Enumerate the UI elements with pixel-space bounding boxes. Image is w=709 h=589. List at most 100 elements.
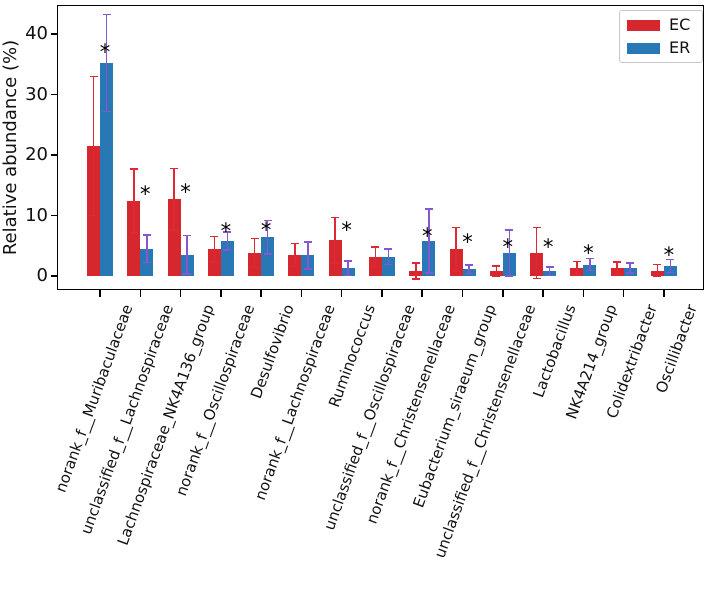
error-bar-cap-top (384, 247, 393, 250)
significance-asterisk: * (502, 235, 514, 260)
error-bar-cap-top (183, 234, 192, 237)
y-tick-label: 0 (36, 265, 48, 286)
y-tick-mark (50, 214, 58, 217)
error-bar-cap-top (424, 208, 433, 210)
error-bar-cap-bottom (492, 275, 501, 278)
error-bar-cap-bottom (572, 273, 581, 276)
plot-area (57, 5, 704, 290)
error-bar-er (105, 14, 108, 112)
error-bar-cap-bottom (129, 232, 138, 234)
x-tick-mark (99, 290, 101, 297)
error-bar-ec (535, 227, 538, 279)
significance-asterisk: * (663, 243, 675, 267)
error-bar-cap-bottom (452, 270, 461, 272)
bar-er (381, 256, 395, 276)
legend-swatch-ec (627, 19, 660, 31)
error-bar-ec (334, 217, 336, 264)
x-tick-mark (220, 290, 222, 297)
y-tick-label: 30 (25, 83, 48, 105)
legend-label-er: ER (669, 38, 691, 57)
error-bar-ec (294, 243, 296, 267)
significance-asterisk: * (341, 218, 352, 243)
error-bar-cap-top (290, 242, 299, 245)
x-tick-mark (260, 290, 262, 297)
error-bar-ec (374, 246, 377, 267)
significance-asterisk: * (220, 219, 232, 244)
error-bar-ec (213, 236, 216, 263)
error-bar-cap-bottom (89, 214, 98, 217)
significance-asterisk: * (99, 39, 111, 64)
error-bar-cap-bottom (532, 277, 541, 280)
x-tick-mark (179, 290, 182, 297)
error-bar-cap-top (613, 261, 622, 263)
error-bar-cap-top (170, 167, 179, 170)
error-bar-cap-top (452, 226, 461, 229)
error-bar-cap-top (129, 168, 138, 170)
error-bar-cap-top (89, 75, 98, 78)
error-bar-ec (92, 76, 95, 216)
error-bar-er (508, 230, 511, 276)
error-bar-cap-bottom (344, 274, 353, 277)
error-bar-cap-bottom (626, 272, 635, 274)
x-tick-mark (421, 290, 423, 297)
error-bar-cap-bottom (210, 261, 219, 263)
error-bar-cap-bottom (384, 263, 393, 266)
error-bar-cap-top (666, 258, 675, 261)
error-bar-cap-bottom (223, 249, 232, 251)
error-bar-ec (616, 262, 618, 275)
legend-item-ec: EC (627, 17, 694, 33)
error-bar-cap-top (572, 260, 581, 263)
error-bar-er (387, 248, 390, 265)
x-tick-mark (461, 290, 464, 297)
error-bar-cap-bottom (545, 274, 554, 277)
error-bar-ec (253, 238, 256, 268)
significance-asterisk: * (542, 235, 554, 260)
error-bar-cap-top (331, 216, 340, 219)
error-bar-cap-bottom (170, 229, 179, 231)
error-bar-er (347, 260, 349, 276)
y-tick-mark (50, 275, 58, 277)
x-tick-mark (663, 290, 665, 297)
error-bar-ec (576, 261, 578, 275)
error-bar-cap-top (465, 264, 474, 266)
bar-er (100, 63, 113, 276)
x-tick-mark (139, 290, 142, 297)
bar-ec (167, 199, 181, 276)
significance-asterisk: * (583, 241, 594, 266)
error-bar-cap-bottom (411, 278, 420, 280)
error-bar-cap-top (585, 257, 594, 260)
error-bar-cap-bottom (505, 275, 514, 277)
error-bar-er (226, 231, 229, 250)
error-bar-cap-top (492, 264, 501, 267)
y-tick-mark (50, 33, 58, 35)
error-bar-er (548, 266, 551, 276)
y-tick-label: 40 (25, 23, 48, 44)
error-bar-cap-bottom (183, 273, 192, 275)
error-bar-cap-top (263, 219, 272, 222)
significance-asterisk: * (260, 217, 272, 242)
error-bar-er (629, 263, 631, 273)
legend-label-ec: EC (669, 15, 691, 34)
x-tick-mark (542, 290, 544, 297)
error-bar-er (186, 235, 188, 275)
error-bar-cap-bottom (331, 262, 340, 265)
error-bar-cap-top (545, 266, 554, 268)
y-tick-mark (50, 154, 58, 156)
error-bar-cap-top (411, 262, 420, 265)
x-tick-mark (622, 290, 625, 297)
error-bar-cap-top (102, 13, 111, 16)
legend-item-er: ER (627, 40, 694, 56)
error-bar-cap-bottom (371, 265, 380, 268)
error-bar-cap-top (532, 226, 541, 229)
bar-ec (127, 200, 141, 276)
error-bar-ec (495, 265, 498, 277)
y-tick-mark (50, 93, 58, 96)
error-bar-cap-bottom (250, 266, 259, 269)
error-bar-cap-top (505, 229, 514, 231)
significance-asterisk: * (421, 223, 433, 248)
error-bar-er (589, 258, 591, 271)
error-bar-cap-bottom (666, 271, 675, 274)
x-tick-label: Oscillibacter (652, 302, 701, 396)
legend: EC ER (619, 10, 703, 63)
